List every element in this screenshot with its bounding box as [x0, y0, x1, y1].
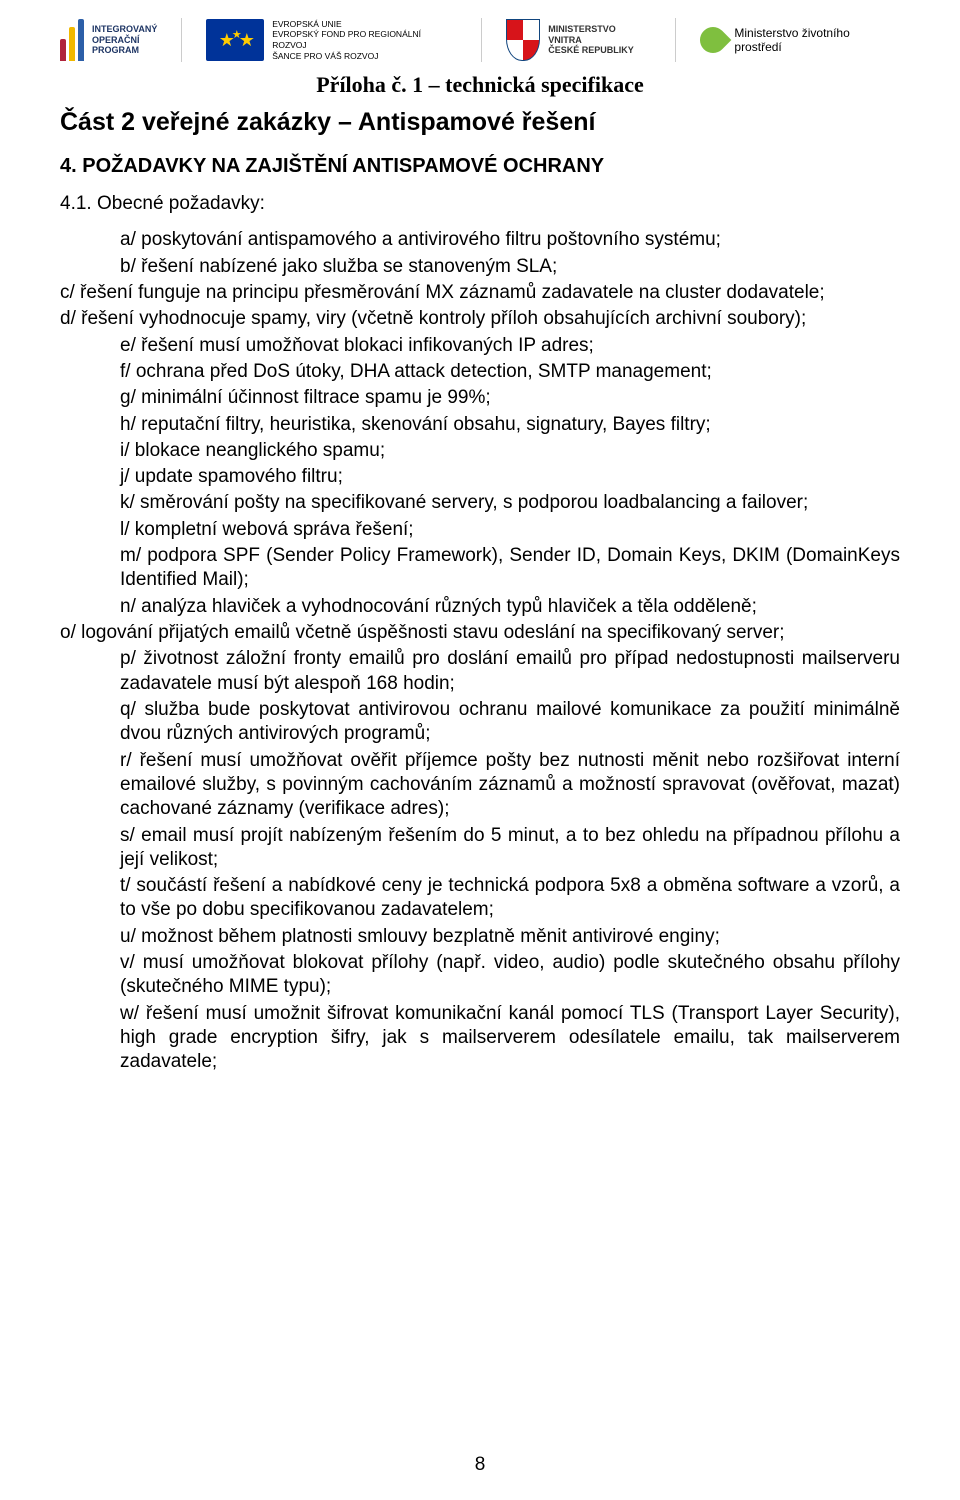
item-a: a/ poskytování antispamového a antivirov…	[120, 228, 900, 252]
item-e: e/ řešení musí umožňovat blokaci infikov…	[120, 334, 900, 358]
iop-line2: OPERAČNÍ	[92, 35, 157, 45]
iop-text: INTEGROVANÝ OPERAČNÍ PROGRAM	[92, 24, 157, 55]
section-4-heading: 4. POŽADAVKY NA ZAJIŠTĚNÍ ANTISPAMOVÉ OC…	[60, 155, 900, 178]
iop-logo: INTEGROVANÝ OPERAČNÍ PROGRAM	[60, 19, 157, 61]
item-p: p/ životnost záložní fronty emailů pro d…	[120, 647, 900, 696]
mv-text: MINISTERSTVO VNITRA ČESKÉ REPUBLIKY	[548, 24, 651, 56]
item-m: m/ podpora SPF (Sender Policy Framework)…	[120, 544, 900, 593]
item-t: t/ součástí řešení a nabídkové ceny je t…	[120, 874, 900, 923]
item-c: c/ řešení funguje na principu přesměrová…	[60, 281, 900, 305]
eu-logo: ★★★ EVROPSKÁ UNIE EVROPSKÝ FOND PRO REGI…	[206, 19, 457, 62]
item-v: v/ musí umožňovat blokovat přílohy (např…	[120, 951, 900, 1000]
item-q: q/ služba bude poskytovat antivirovou oc…	[120, 698, 900, 747]
item-j: j/ update spamového filtru;	[120, 465, 900, 489]
item-s: s/ email musí projít nabízeným řešením d…	[120, 824, 900, 873]
leaf-icon	[695, 22, 732, 59]
mv-line2: ČESKÉ REPUBLIKY	[548, 45, 651, 56]
iop-line3: PROGRAM	[92, 45, 157, 55]
header-logos: INTEGROVANÝ OPERAČNÍ PROGRAM ★★★ EVROPSK…	[60, 18, 900, 66]
eu-line3: ŠANCE PRO VÁŠ ROZVOJ	[272, 51, 457, 62]
item-b: b/ řešení nabízené jako služba se stanov…	[120, 255, 900, 279]
iop-line1: INTEGROVANÝ	[92, 24, 157, 34]
item-g: g/ minimální účinnost filtrace spamu je …	[120, 386, 900, 410]
item-i: i/ blokace neanglického spamu;	[120, 439, 900, 463]
iop-bars-icon	[60, 19, 84, 61]
mv-line1: MINISTERSTVO VNITRA	[548, 24, 651, 46]
item-u: u/ možnost během platnosti smlouvy bezpl…	[120, 925, 900, 949]
item-d: d/ řešení vyhodnocuje spamy, viry (včetn…	[60, 307, 900, 331]
eu-text: EVROPSKÁ UNIE EVROPSKÝ FOND PRO REGIONÁL…	[272, 19, 457, 62]
mzp-logo: Ministerstvo životního prostředí	[700, 26, 900, 54]
divider	[181, 18, 182, 62]
spec-title: Příloha č. 1 – technická specifikace	[60, 72, 900, 98]
item-r: r/ řešení musí umožňovat ověřit příjemce…	[120, 749, 900, 822]
item-o: o/ logování přijatých emailů včetně úspě…	[60, 621, 900, 645]
item-w: w/ řešení musí umožnit šifrovat komunika…	[120, 1002, 900, 1075]
item-l: l/ kompletní webová správa řešení;	[120, 518, 900, 542]
section-4-1-heading: 4.1. Obecné požadavky:	[60, 192, 900, 216]
eu-flag-icon: ★★★	[206, 19, 264, 61]
item-h: h/ reputační filtry, heuristika, skenová…	[120, 413, 900, 437]
mv-logo: MINISTERSTVO VNITRA ČESKÉ REPUBLIKY	[506, 19, 651, 61]
item-f: f/ ochrana před DoS útoky, DHA attack de…	[120, 360, 900, 384]
item-k: k/ směrování pošty na specifikované serv…	[120, 491, 900, 515]
eu-line2: EVROPSKÝ FOND PRO REGIONÁLNÍ ROZVOJ	[272, 29, 457, 50]
cz-emblem-icon	[506, 19, 540, 61]
item-n: n/ analýza hlaviček a vyhodnocování různ…	[120, 595, 900, 619]
page: INTEGROVANÝ OPERAČNÍ PROGRAM ★★★ EVROPSK…	[0, 0, 960, 1500]
mzp-text: Ministerstvo životního prostředí	[734, 26, 900, 54]
part-title: Část 2 veřejné zakázky – Antispamové řeš…	[60, 108, 900, 137]
divider	[675, 18, 676, 62]
eu-line1: EVROPSKÁ UNIE	[272, 19, 457, 30]
requirements-list: a/ poskytování antispamového a antivirov…	[60, 228, 900, 1074]
page-number: 8	[0, 1454, 960, 1476]
divider	[481, 18, 482, 62]
